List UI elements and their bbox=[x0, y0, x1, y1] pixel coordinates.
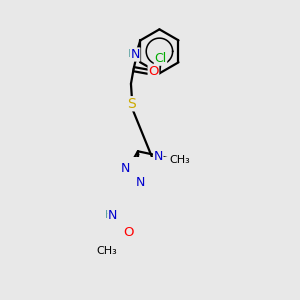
Text: S: S bbox=[128, 97, 136, 111]
Text: Cl: Cl bbox=[154, 52, 166, 65]
Text: H: H bbox=[105, 210, 114, 220]
Text: O: O bbox=[124, 226, 134, 239]
Text: N: N bbox=[130, 48, 140, 61]
Text: O: O bbox=[148, 65, 159, 78]
Text: N: N bbox=[154, 150, 163, 163]
Text: N: N bbox=[108, 209, 117, 222]
Text: CH₃: CH₃ bbox=[169, 154, 190, 165]
Text: CH₃: CH₃ bbox=[96, 246, 117, 256]
Text: N: N bbox=[136, 176, 145, 189]
Text: N: N bbox=[120, 162, 130, 175]
Text: H: H bbox=[128, 50, 136, 59]
